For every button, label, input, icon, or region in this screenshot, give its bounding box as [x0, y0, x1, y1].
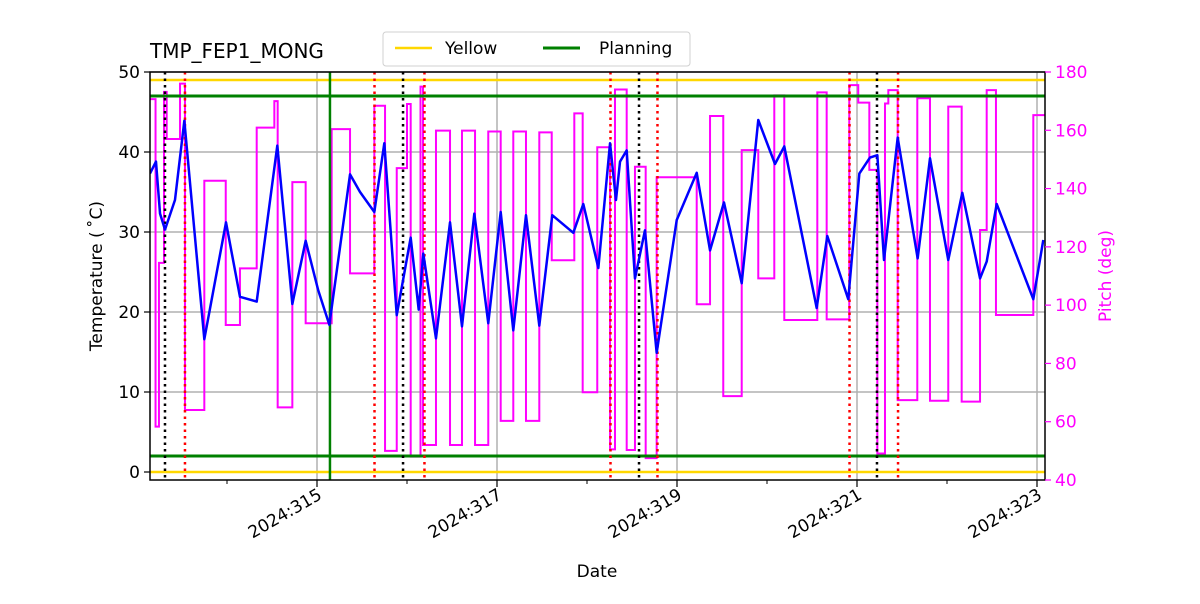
- y2-tick-label: 40: [1055, 471, 1077, 491]
- legend: Yellow Planning: [382, 31, 691, 67]
- y2-tick-label: 120: [1055, 238, 1087, 258]
- y2-axis-label: Pitch (deg): [1096, 230, 1116, 322]
- legend-box: [382, 31, 691, 67]
- legend-label-yellow: Yellow: [444, 39, 497, 59]
- pitch-series-line: [150, 82, 1045, 460]
- x-axis-label: Date: [577, 562, 618, 582]
- y2-tick-label: 180: [1055, 63, 1087, 83]
- y-tick-label: 10: [118, 383, 140, 403]
- chart-title: TMP_FEP1_MONG: [149, 39, 324, 63]
- y-tick-label: 50: [118, 63, 140, 83]
- y-tick-label: 20: [118, 303, 140, 323]
- plot-clip: [150, 72, 1045, 480]
- legend-label-planning: Planning: [599, 39, 672, 59]
- y2-tick-label: 100: [1055, 296, 1087, 316]
- plot-area: [150, 72, 1045, 480]
- y2-tick-label: 60: [1055, 413, 1077, 433]
- y-tick-label: 0: [129, 463, 140, 483]
- y-axis-label: Temperature ( ˚C): [86, 201, 107, 352]
- y2-tick-label: 140: [1055, 180, 1087, 200]
- y2-tick-label: 80: [1055, 354, 1077, 374]
- y2-tick-label: 160: [1055, 121, 1087, 141]
- axes-frame: [149, 71, 1046, 481]
- temperature-series-line: [150, 118, 1045, 355]
- y-tick-label: 40: [118, 143, 140, 163]
- y-tick-label: 30: [118, 223, 140, 243]
